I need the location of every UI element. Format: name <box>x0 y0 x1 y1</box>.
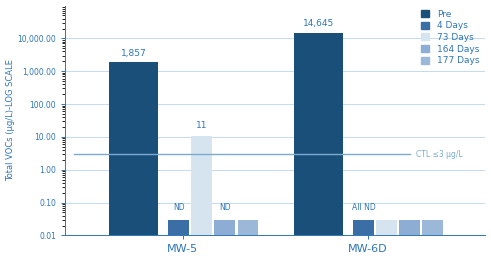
Text: 11: 11 <box>196 121 208 130</box>
Text: ND: ND <box>219 204 231 212</box>
Text: ND: ND <box>173 204 185 212</box>
Bar <box>399 220 420 235</box>
Bar <box>376 220 397 235</box>
Bar <box>168 220 189 235</box>
Text: 1,857: 1,857 <box>120 49 146 58</box>
Bar <box>109 62 158 235</box>
Bar <box>191 135 212 235</box>
Bar <box>238 220 258 235</box>
Text: CTL ≤3 μg/L: CTL ≤3 μg/L <box>416 150 463 159</box>
Bar <box>215 220 235 235</box>
Text: All ND: All ND <box>352 204 376 212</box>
Text: 14,645: 14,645 <box>303 19 334 28</box>
Bar <box>353 220 374 235</box>
Bar <box>294 33 343 235</box>
Legend: Pre, 4 Days, 73 Days, 164 Days, 177 Days: Pre, 4 Days, 73 Days, 164 Days, 177 Days <box>419 8 481 67</box>
Y-axis label: Total VOCs (μg/L)-LOG SCALE: Total VOCs (μg/L)-LOG SCALE <box>5 60 15 181</box>
Bar <box>422 220 443 235</box>
